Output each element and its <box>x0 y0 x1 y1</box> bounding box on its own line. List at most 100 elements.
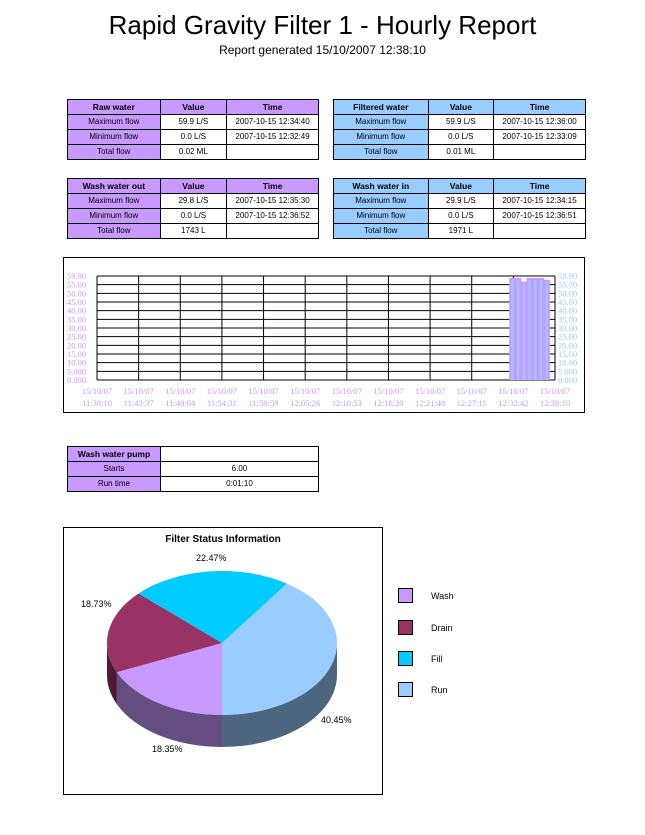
x-tick-label: 12:10:53 <box>332 398 362 408</box>
row-label: Minimum flow <box>67 208 161 224</box>
table-cell: 6.00 <box>159 461 320 477</box>
table-cell: 0.0 L/S <box>427 129 495 145</box>
y-tick-label-right: 0.000 <box>558 375 577 385</box>
y-tick-label-left: 40.00 <box>67 306 86 316</box>
x-tick-label: 12:05:26 <box>290 398 320 408</box>
wash-water-out-table: Wash water out Value Time Maximum flow 2… <box>67 178 319 239</box>
row-label: Starts <box>67 461 161 477</box>
table-header-cell: Wash water out <box>67 178 161 194</box>
table-row: Minimum flow 0.0 L/S 2007-10-15 12:36:51 <box>333 208 586 224</box>
table-cell <box>493 144 586 160</box>
row-label: Maximum flow <box>67 114 161 130</box>
table-header-cell: Value <box>159 178 228 194</box>
table-cell: 59.9 L/S <box>159 114 228 130</box>
table-row: Total flow 1971 L <box>333 223 586 239</box>
x-tick-label: 15/10/07 <box>124 386 154 396</box>
y-tick-label-left: 50.00 <box>67 288 86 298</box>
y-tick-label-right: 55.00 <box>558 280 577 290</box>
table-header-row: Wash water out Value Time <box>67 178 319 194</box>
table-cell: 2007-10-15 12:33:09 <box>493 129 586 145</box>
x-tick-label: 15/10/07 <box>248 386 278 396</box>
table-header-cell: Time <box>493 178 586 194</box>
row-label: Maximum flow <box>333 114 429 130</box>
report-subtitle: Report generated 15/10/2007 12:38:10 <box>219 43 426 57</box>
table-cell <box>226 223 319 239</box>
x-tick-label: 12:38:10 <box>540 398 570 408</box>
row-label: Total flow <box>67 223 161 239</box>
table-cell: 0.0 L/S <box>159 129 228 145</box>
x-tick-label: 11:38:10 <box>82 398 112 408</box>
table-header-cell: Value <box>427 178 495 194</box>
series-pulse-purple <box>532 278 539 380</box>
x-tick-label: 11:59:59 <box>249 398 279 408</box>
y-tick-label-left: 30.00 <box>67 323 86 333</box>
pie-label-drain: 18.73% <box>81 599 112 609</box>
table-cell: 2007-10-15 12:36:51 <box>493 208 586 224</box>
y-tick-label-right: 25.00 <box>558 332 577 342</box>
y-tick-label-left: 35.00 <box>67 314 86 324</box>
table-cell: 29.9 L/S <box>427 193 495 209</box>
filtered-water-table: Filtered water Value Time Maximum flow 5… <box>333 99 586 160</box>
table-row: Maximum flow 59.9 L/S 2007-10-15 12:36:0… <box>333 114 586 130</box>
legend-label: Run <box>431 685 448 695</box>
table-row: Maximum flow 29.8 L/S 2007-10-15 12:35:3… <box>67 193 319 209</box>
y-tick-label-right: 50.00 <box>558 288 577 298</box>
series-pulse-purple <box>514 278 522 380</box>
table-header-row: Wash water in Value Time <box>333 178 586 194</box>
series-pulse-purple <box>509 278 516 380</box>
table-header-cell: Raw water <box>67 99 161 115</box>
y-tick-label-right: 45.00 <box>558 297 577 307</box>
x-tick-label: 15/10/07 <box>165 386 195 396</box>
table-cell: 29.8 L/S <box>159 193 228 209</box>
row-label: Minimum flow <box>333 208 429 224</box>
series-pulse-purple <box>543 279 550 380</box>
table-cell: 0:01:10 <box>159 476 320 492</box>
table-cell: 0.01 ML <box>427 144 495 160</box>
x-tick-label: 15/10/07 <box>373 386 403 396</box>
table-cell: 2007-10-15 12:32:49 <box>226 129 319 145</box>
y-tick-label-right: 5.000 <box>558 366 577 376</box>
row-label: Run time <box>67 476 161 492</box>
row-label: Minimum flow <box>67 129 161 145</box>
legend-label: Drain <box>431 623 453 633</box>
x-tick-label: 11:49:04 <box>165 398 196 408</box>
table-cell: 1971 L <box>427 223 495 239</box>
row-label: Total flow <box>333 144 429 160</box>
table-cell: 2007-10-15 12:34:40 <box>226 114 319 130</box>
y-tick-label-left: 10.00 <box>67 358 86 368</box>
table-cell: 0.0 L/S <box>159 208 228 224</box>
y-tick-label-right: 40.00 <box>558 306 577 316</box>
table-header-cell: Time <box>226 178 319 194</box>
legend-swatch-drain <box>398 620 413 635</box>
table-cell: 2007-10-15 12:34:15 <box>493 193 586 209</box>
y-tick-label-left: 15.00 <box>67 349 86 359</box>
series-pulse-purple <box>537 278 545 380</box>
y-tick-label-left: 20.00 <box>67 340 86 350</box>
table-row: Run time 0:01:10 <box>67 476 320 492</box>
x-tick-label: 15/10/07 <box>415 386 445 396</box>
table-row: Minimum flow 0.0 L/S 2007-10-15 12:36:52 <box>67 208 319 224</box>
table-cell <box>226 144 319 160</box>
row-label: Maximum flow <box>333 193 429 209</box>
table-row: Total flow 0.01 ML <box>333 144 586 160</box>
table-header-cell: Value <box>159 99 228 115</box>
table-row: Total flow 0.02 ML <box>67 144 319 160</box>
x-tick-label: 12:21:48 <box>415 398 445 408</box>
table-row: Starts 6.00 <box>67 461 320 477</box>
x-tick-label: 11:54:31 <box>207 398 237 408</box>
y-tick-label-left: 25.00 <box>67 332 86 342</box>
table-header-row: Filtered water Value Time <box>333 99 586 115</box>
row-label: Total flow <box>67 144 161 160</box>
y-tick-label-right: 35.00 <box>558 314 577 324</box>
x-tick-label: 12:32:42 <box>498 398 528 408</box>
table-header-cell <box>159 446 320 462</box>
x-tick-label: 12:27:15 <box>457 398 487 408</box>
table-header-cell: Wash water in <box>333 178 429 194</box>
series-pulse-purple <box>520 281 527 380</box>
table-header-cell: Wash water pump <box>67 446 161 462</box>
x-tick-label: 12:16:20 <box>373 398 403 408</box>
table-header-row: Raw water Value Time <box>67 99 319 115</box>
pie-label-wash: 18.35% <box>152 744 183 754</box>
x-tick-label: 11:43:37 <box>124 398 154 408</box>
